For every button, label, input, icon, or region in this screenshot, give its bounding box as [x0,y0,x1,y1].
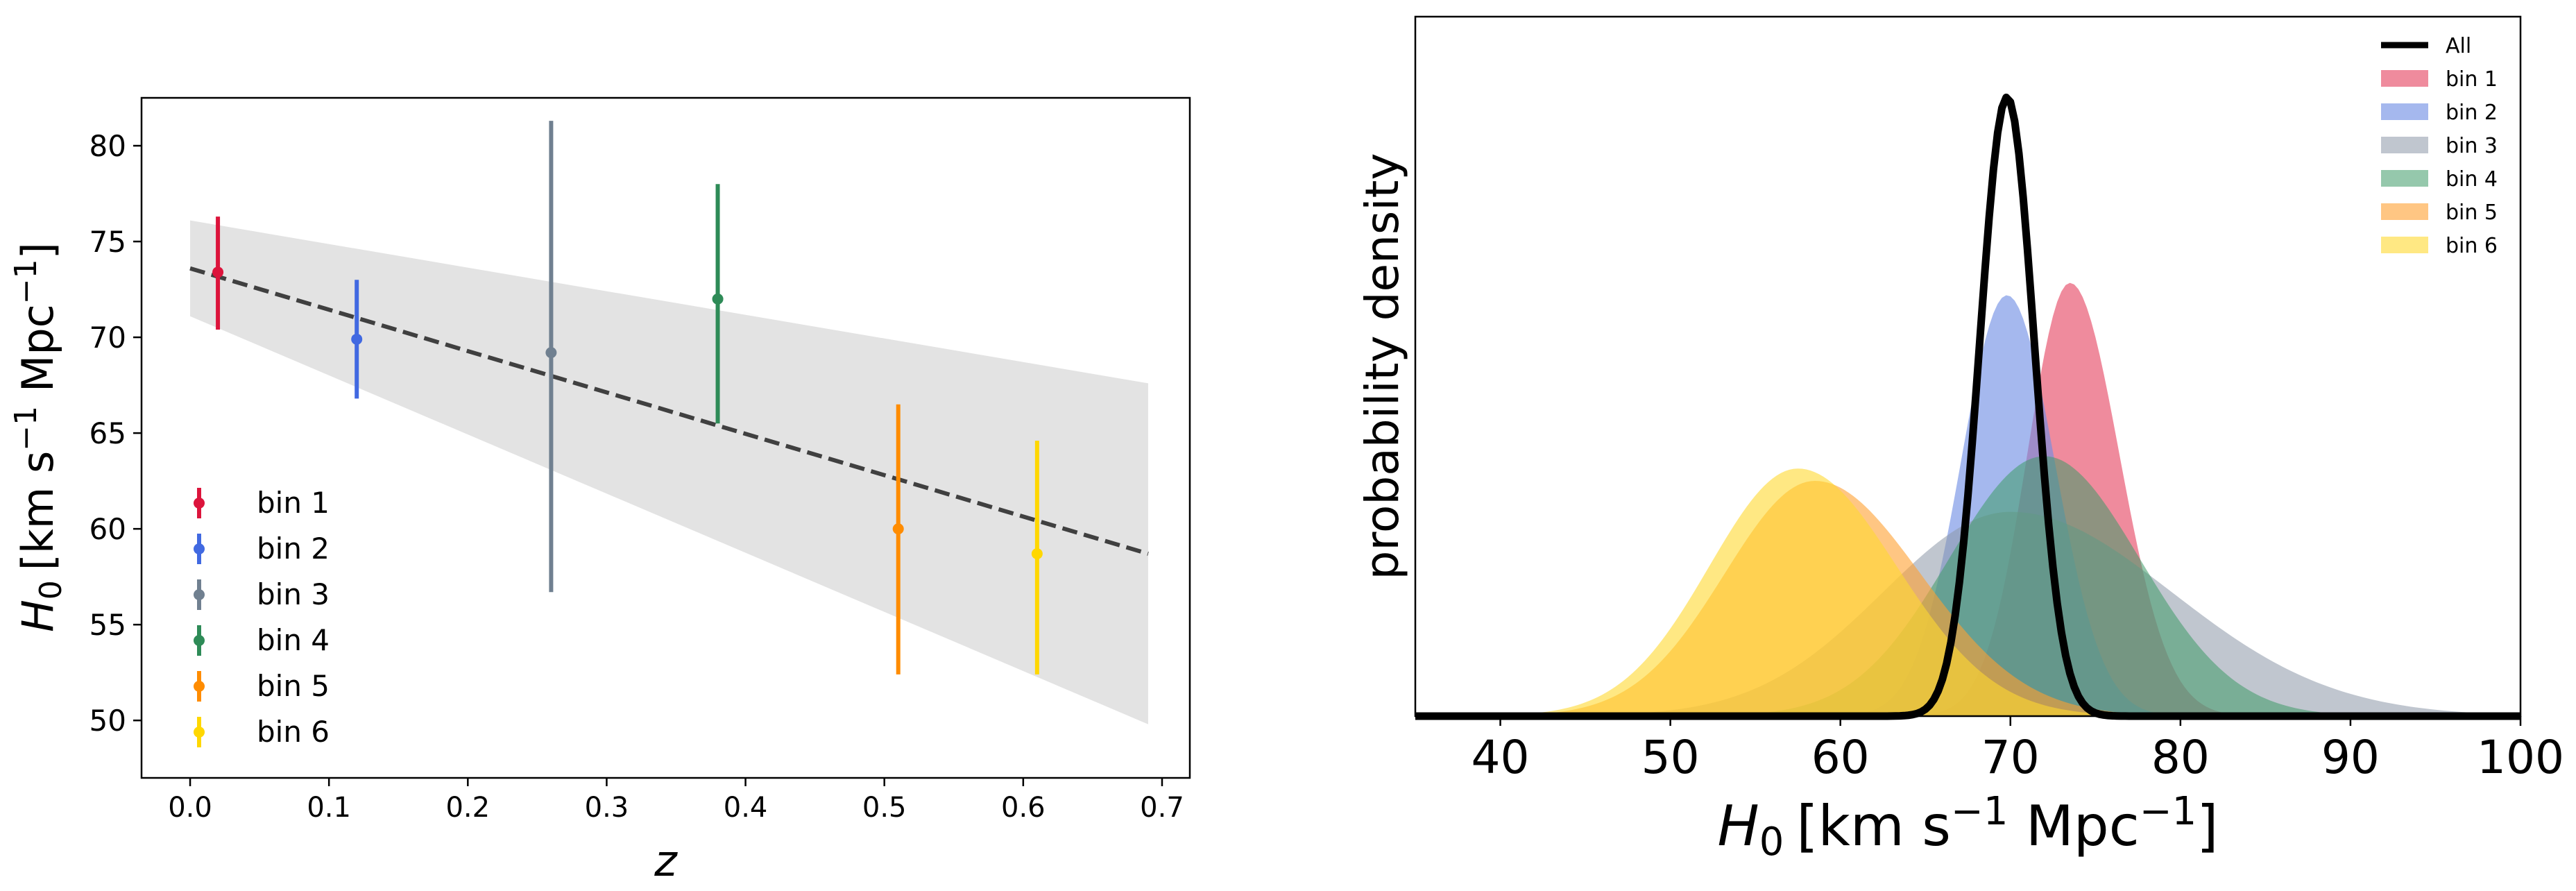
x-tick-label: 90 [2321,731,2380,784]
legend-label: bin 1 [2446,67,2498,92]
x-tick-label: 100 [2477,731,2564,784]
x-tick-label: 0.7 [1140,792,1184,824]
y-tick-label: 55 [89,608,126,642]
legend-label: bin 2 [2446,101,2498,125]
x-axis-title-part: 0 [1759,820,1784,865]
y-axis-title-part: H [12,600,63,632]
legend-entry-bin-2: bin 2 [2381,101,2498,125]
legend-entry-bin-5: bin 5 [194,669,330,703]
y-axis-title-part: −1 [8,406,44,451]
data-point-bin-3 [545,121,557,593]
legend-entry-bin-2: bin 2 [194,532,330,566]
x-tick-label: 0.6 [1001,792,1046,824]
legend-label: bin 2 [257,532,330,566]
legend-label: bin 3 [257,577,330,611]
confidence-band [190,220,1148,724]
fit-line [189,266,1149,556]
marker [545,347,557,359]
x-tick-label: 50 [1641,731,1700,784]
x-tick-label: 0.3 [585,792,629,824]
x-tick-label: 70 [1981,731,2040,784]
axes-frame [140,96,1191,779]
y-axis-title-part: [km s [12,451,63,571]
x-tick-label: 0.4 [724,792,768,824]
legend-marker-swatch [194,543,205,554]
x-tick-label: 80 [2151,731,2210,784]
legend-label: All [2446,34,2471,58]
posterior-area-bin-4 [1415,456,2520,716]
y-axis-title-part: Mpc [12,304,63,406]
x-tick-label: 0.1 [307,792,351,824]
legend-patch-swatch [2381,137,2428,153]
legend-marker-swatch [194,635,205,646]
legend-entry-bin-1: bin 1 [194,486,330,520]
data-point-bin-4 [712,184,724,424]
legend-marker-swatch [194,589,205,600]
legend-label: bin 4 [2446,167,2498,192]
legend-patch-swatch [2381,70,2428,87]
legend-label: bin 5 [257,669,330,703]
marker [351,333,363,345]
x-axis-title: H0 [km s−1 Mpc−1] [1718,789,2219,865]
legend-entry-bin-6: bin 6 [194,715,330,749]
data-point-bin-5 [892,404,904,674]
y-tick-label: 75 [89,225,126,259]
marker [1031,548,1043,560]
left-panel-h0-vs-z: 0.0 0.1 0.2 0.3 0.4 0.5 0.6 0.7 50 55 60 65 70 75 80 z H… [8,96,1191,886]
x-axis-title: z [654,835,678,886]
y-tick-label: 65 [89,416,126,450]
x-axis-title-part: [km s [1796,794,1951,858]
x-axis-title-part: −1 [2140,789,2197,834]
legend-patch-swatch [2381,170,2428,187]
x-tick-label: 40 [1472,731,1530,784]
y-axis-title-part: ] [12,242,63,259]
y-axis-title-part: −1 [8,259,44,304]
axes-frame [1414,15,2522,718]
y-axis-title: probability density [1356,153,1409,579]
legend-entry-bin-3: bin 3 [2381,134,2498,158]
x-tick-label: 0.5 [862,792,907,824]
x-axis-title-part: H [1718,794,1759,858]
marker [892,523,904,535]
x-tick-label: 60 [1811,731,1870,784]
legend-label: bin 4 [257,623,330,657]
x-axis-title-part: −1 [1951,789,2008,834]
legend-entry-bin-4: bin 4 [194,623,330,657]
x-tick-label: 0.2 [445,792,490,824]
posterior-area-bin-6 [1415,468,2520,716]
y-axis-title: H0[km s−1 Mpc−1] [8,242,69,632]
x-tick-label: 0.0 [168,792,212,824]
legend-marker-swatch [194,681,205,692]
legend-marker-swatch [194,498,205,509]
legend-entry-bin-5: bin 5 [2381,201,2498,225]
y-tick-label: 80 [89,129,126,163]
data-point-bin-6 [1031,441,1043,674]
legend-label: bin 3 [2446,134,2498,158]
y-axis-title-part: 0 [33,580,69,600]
legend-patch-swatch [2381,203,2428,220]
legend-label: bin 6 [2446,234,2498,258]
y-tick-label: 70 [89,321,126,355]
legend-label: bin 5 [2446,201,2498,225]
marker [212,266,224,278]
legend-marker-swatch [194,727,205,738]
data-point-bin-2 [351,280,363,399]
x-axis-title-part: ] [2197,794,2218,858]
legend-entry-bin-6: bin 6 [2381,234,2498,258]
legend-patch-swatch [2381,103,2428,120]
x-axis-title-part: Mpc [2008,794,2139,858]
data-point-bin-1 [212,217,224,330]
legend-entry-bin-3: bin 3 [194,577,330,611]
y-tick-label: 50 [89,704,126,738]
legend-patch-swatch [2381,237,2428,253]
legend-entry-all: All [2381,34,2471,58]
legend-label: bin 6 [257,715,330,749]
legend-entry-bin-1: bin 1 [2381,67,2498,92]
legend-entry-bin-4: bin 4 [2381,167,2498,192]
y-tick-label: 60 [89,512,126,546]
legend-label: bin 1 [257,486,330,520]
marker [712,293,724,305]
